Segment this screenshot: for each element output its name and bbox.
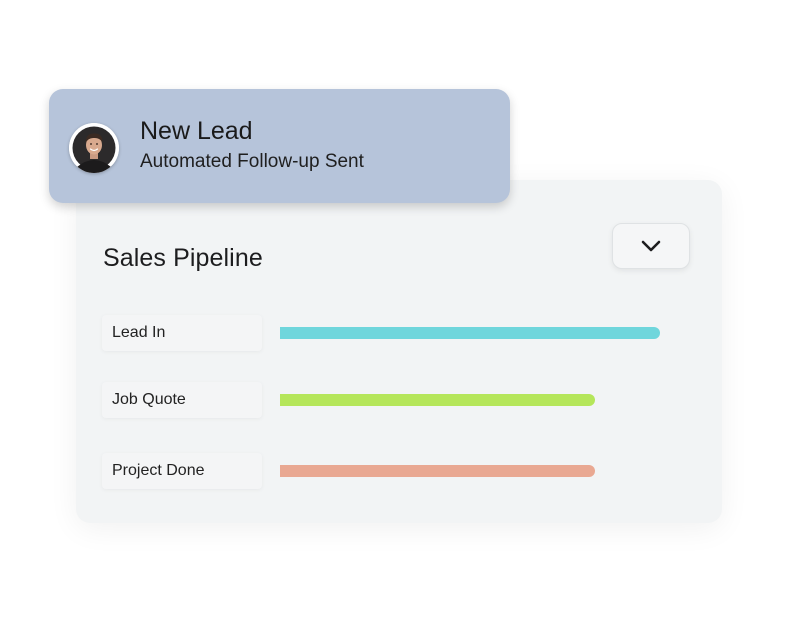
sales-pipeline-card: Sales Pipeline Lead In Job Quote Project… — [76, 180, 722, 523]
notification-subtitle: Automated Follow-up Sent — [140, 151, 364, 172]
stage-progress-bar — [280, 394, 595, 406]
avatar — [69, 123, 119, 173]
stage-progress-bar — [280, 327, 660, 339]
stage-label-box: Job Quote — [102, 382, 262, 418]
new-lead-notification[interactable]: New Lead Automated Follow-up Sent — [49, 89, 510, 203]
stage-progress-bar — [280, 465, 595, 477]
stage-bar-track — [280, 465, 660, 477]
stage-label-box: Lead In — [102, 315, 262, 351]
stage-label: Project Done — [112, 462, 205, 479]
pipeline-stage-job-quote: Job Quote — [102, 382, 670, 418]
pipeline-title: Sales Pipeline — [103, 244, 263, 272]
stage-label: Job Quote — [112, 391, 186, 408]
stage-label-box: Project Done — [102, 453, 262, 489]
pipeline-stage-project-done: Project Done — [102, 453, 670, 489]
person-avatar-icon — [69, 123, 119, 173]
notification-title: New Lead — [140, 117, 253, 145]
pipeline-stage-lead-in: Lead In — [102, 315, 670, 351]
chevron-down-icon — [641, 240, 661, 252]
stage-bar-track — [280, 394, 660, 406]
pipeline-dropdown-button[interactable] — [612, 223, 690, 269]
stage-label: Lead In — [112, 324, 166, 341]
stage-bar-track — [280, 327, 660, 339]
